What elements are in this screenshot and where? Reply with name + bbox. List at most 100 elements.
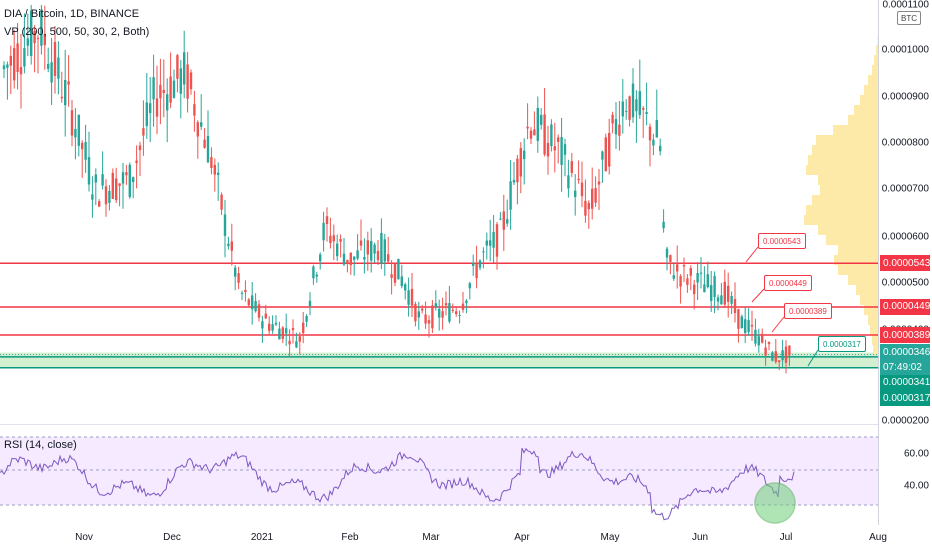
currency-badge[interactable]: BTC (897, 11, 921, 25)
candle-body (166, 94, 169, 111)
candle-body (142, 128, 145, 136)
candle-body (655, 119, 658, 138)
price-callout[interactable]: 0.0000389 (784, 303, 832, 319)
candle-body (682, 265, 686, 267)
candle-body (400, 276, 403, 287)
candle-body (57, 57, 60, 79)
volume-profile-bar (872, 65, 878, 75)
candle-body (424, 314, 427, 324)
candle-body (152, 77, 155, 100)
candle-body (336, 243, 339, 257)
volume-profile-bar (838, 245, 878, 255)
volume-profile-bar (818, 175, 878, 185)
candle-body (764, 347, 767, 356)
volume-profile-bar (868, 75, 878, 85)
candle-body (210, 157, 213, 168)
candle-body (767, 342, 771, 345)
candle-body (2, 65, 6, 70)
candle-body (342, 253, 346, 265)
volume-profile-bar (826, 235, 878, 245)
rsi-tick-label: 40.00 (903, 480, 929, 492)
candle-body (251, 295, 254, 310)
candle-body (495, 224, 499, 257)
candle-body (47, 63, 50, 69)
candle-body (393, 263, 397, 283)
candle-body (761, 333, 764, 343)
candle-body (645, 112, 648, 115)
candle-body (478, 260, 482, 268)
candle-body (431, 305, 434, 329)
candle-body (376, 250, 380, 261)
volume-profile-bar (877, 35, 878, 45)
candle-body (689, 268, 692, 276)
level-price-label: 0.0000317 (880, 390, 930, 406)
candle-body (594, 188, 597, 203)
candle-body (363, 256, 366, 260)
time-tick-label: 2021 (250, 532, 274, 543)
candle-body (672, 275, 675, 279)
volume-profile-bar (848, 275, 878, 285)
candle-body (16, 43, 19, 72)
candle-body (203, 139, 206, 148)
candle-body (332, 235, 335, 242)
candle-body (750, 324, 754, 327)
candle-body (546, 142, 550, 157)
candle-body (36, 38, 40, 40)
candle-body (506, 219, 509, 224)
candle-body (523, 150, 526, 160)
volume-profile-bar (818, 225, 878, 235)
candle-body (43, 34, 46, 46)
price-callout[interactable]: 0.0000449 (764, 275, 812, 291)
candle-body (502, 211, 505, 230)
candle-body (237, 273, 240, 283)
candle-body (268, 323, 271, 331)
candle-body (356, 250, 359, 259)
candle-body (404, 284, 407, 291)
price-callout[interactable]: 0.0000317 (818, 336, 866, 352)
pane-divider[interactable] (0, 424, 878, 425)
candle-body (159, 84, 162, 99)
rsi-highlight-circle (754, 482, 796, 524)
candle-body (526, 126, 529, 129)
candle-body (128, 164, 131, 197)
candle-body (516, 158, 519, 183)
candle-body (771, 352, 774, 361)
candle-body (227, 243, 230, 247)
candle-body (659, 145, 662, 152)
candle-body (125, 172, 128, 176)
candle-body (472, 262, 475, 266)
candle-body (305, 315, 308, 322)
candle-body (438, 308, 441, 318)
symbol-legend[interactable]: DIA / Bitcoin, 1D, BINANCE (4, 8, 140, 20)
candle-body (111, 172, 114, 199)
candle-body (444, 303, 448, 306)
candle-body (288, 340, 291, 345)
rsi-legend[interactable]: RSI (14, close) (4, 439, 77, 451)
candle-body (533, 129, 536, 136)
volume-profile-bar (806, 205, 878, 215)
candle-body (665, 248, 669, 258)
candle-body (461, 303, 465, 310)
candle-body (186, 64, 189, 99)
candle-body (441, 311, 444, 318)
volume-profile-bar (873, 345, 878, 355)
time-tick-label: Mar (422, 532, 440, 543)
candle-body (788, 345, 791, 356)
candle-body (631, 83, 635, 118)
candle-body (723, 281, 726, 305)
price-chart[interactable] (0, 0, 878, 525)
candle-body (557, 137, 560, 142)
indicator-legend[interactable]: VP (200, 500, 50, 30, 2, Both) (4, 26, 150, 38)
price-callout[interactable]: 0.0000543 (758, 233, 806, 249)
candle-body (349, 252, 352, 266)
level-price-label: 0.0000543 (880, 255, 930, 272)
candle-body (455, 311, 458, 315)
candle-body (261, 321, 264, 329)
volume-profile-bar (860, 295, 878, 305)
candle-body (427, 320, 431, 324)
candle-body (604, 137, 607, 172)
candle-body (621, 101, 624, 117)
candle-body (155, 98, 159, 117)
candle-body (30, 10, 33, 56)
candle-body (574, 190, 577, 198)
